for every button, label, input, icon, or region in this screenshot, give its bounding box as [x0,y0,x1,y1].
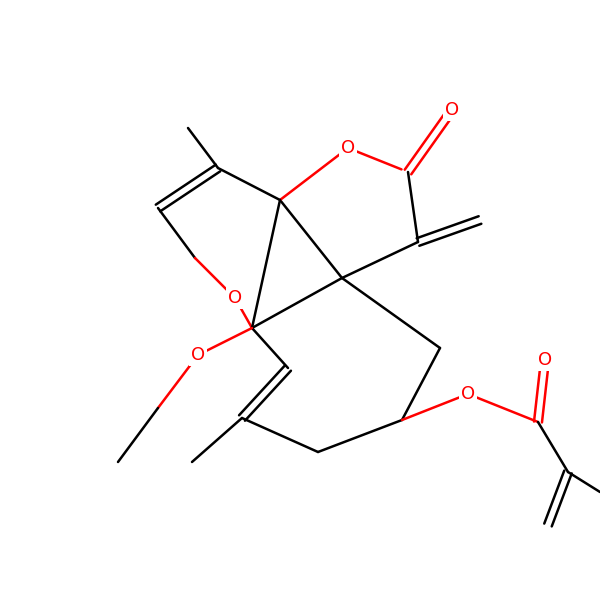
Text: O: O [461,385,475,403]
Text: O: O [191,346,205,364]
Text: O: O [538,351,552,369]
Text: O: O [228,289,242,307]
Text: O: O [341,139,355,157]
Text: O: O [445,101,459,119]
